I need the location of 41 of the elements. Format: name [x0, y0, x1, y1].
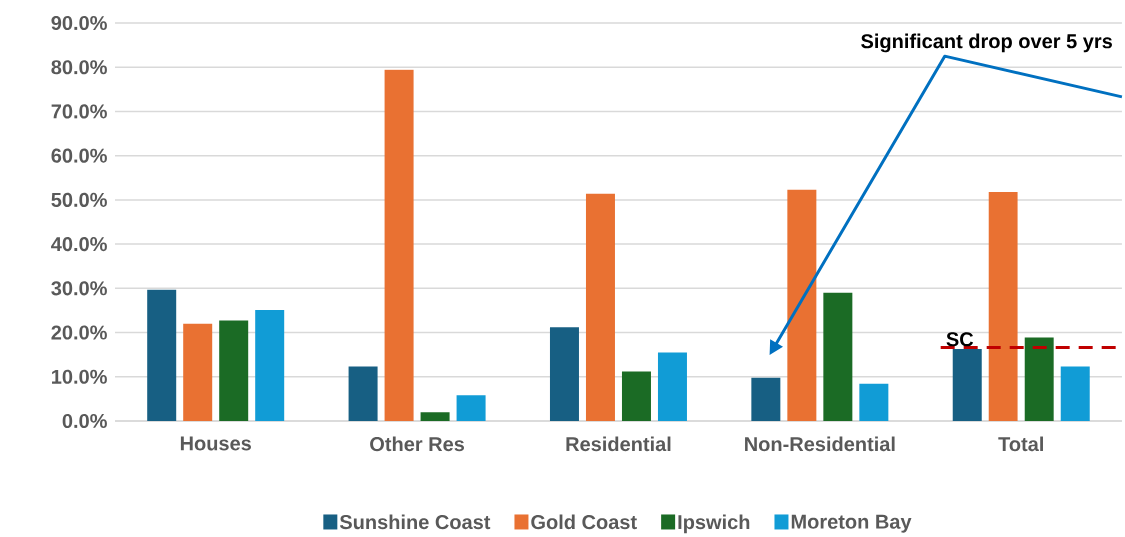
bar	[420, 412, 450, 421]
x-tick-label: Residential	[566, 436, 671, 452]
y-tick-label: 30.0%	[51, 281, 107, 296]
bar	[787, 189, 817, 421]
bar	[1060, 366, 1090, 421]
bar	[823, 292, 853, 421]
x-tick-label: Houses	[180, 436, 251, 451]
bar	[585, 193, 615, 421]
y-tick-label: 80.0%	[51, 60, 107, 75]
x-tick-label: Non-Residential	[745, 436, 895, 452]
y-tick-label: 50.0%	[51, 192, 107, 207]
bar	[255, 309, 285, 421]
legend-label: Sunshine Coast	[339, 514, 491, 530]
ref-line-label: SC	[946, 332, 974, 347]
bar	[183, 323, 213, 421]
y-tick-label: 10.0%	[52, 369, 107, 384]
x-tick-label: Other Res	[370, 436, 465, 452]
legend-label: Ipswich	[678, 514, 750, 534]
bar	[384, 69, 414, 421]
bar	[751, 377, 781, 421]
bar	[147, 289, 177, 421]
bar	[456, 395, 486, 421]
legend-label: Gold Coast	[531, 514, 637, 530]
legend-label: Moreton Bay	[791, 514, 912, 533]
x-tick-label: Total	[998, 436, 1043, 452]
bar	[1024, 337, 1054, 421]
y-tick-label: 0.0%	[62, 413, 107, 429]
bar	[952, 348, 982, 421]
y-tick-label: 40.0%	[51, 237, 107, 252]
y-tick-label: 90.0%	[51, 15, 107, 31]
bar	[859, 383, 889, 421]
bar	[621, 371, 651, 421]
bar	[219, 320, 249, 421]
bar	[348, 366, 378, 421]
y-tick-label: 20.0%	[51, 325, 107, 340]
bar	[657, 352, 687, 421]
bar	[549, 327, 579, 421]
annotation: Significant drop over 5 yrs	[861, 33, 1112, 53]
bar	[988, 191, 1018, 421]
y-tick-label: 60.0%	[51, 148, 107, 163]
y-tick-label: 70.0%	[51, 104, 107, 119]
